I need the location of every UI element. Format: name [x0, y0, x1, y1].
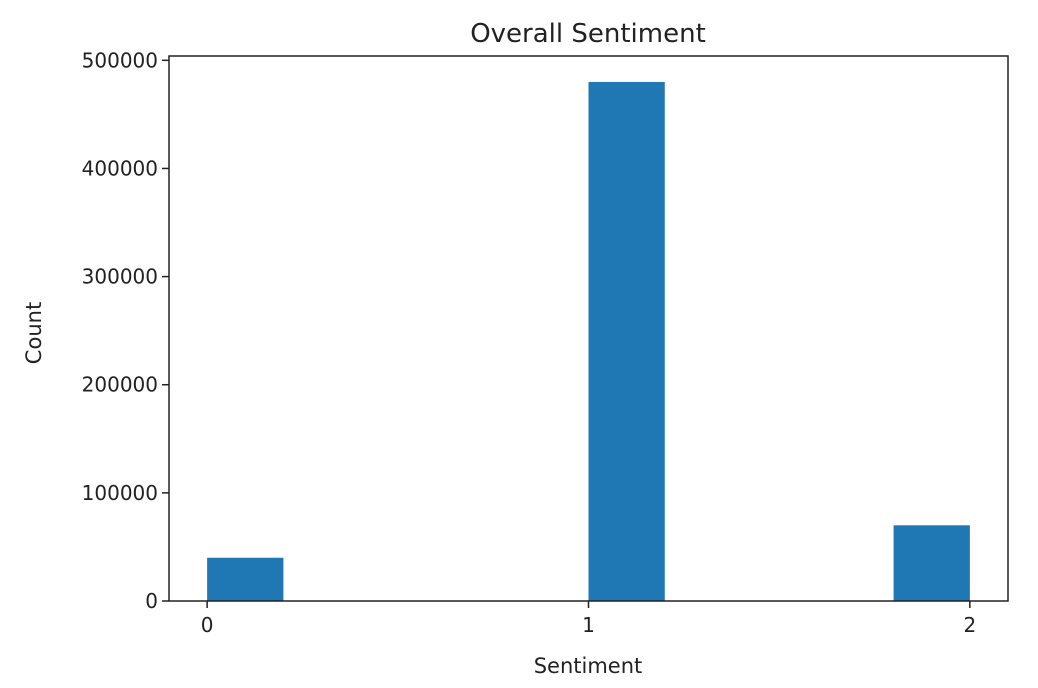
x-tick-label-0: 0 [201, 613, 214, 637]
histogram-bar-2 [893, 525, 970, 601]
y-tick-label-3: 300000 [82, 265, 158, 289]
y-tick-label-1: 100000 [82, 481, 158, 505]
x-axis: 0 1 2 [201, 601, 976, 637]
y-tick-label-0: 0 [145, 589, 158, 613]
y-tick-label-4: 400000 [82, 156, 158, 180]
bars-group [207, 81, 970, 601]
y-axis-title: Count [22, 302, 46, 364]
y-axis: 0 100000 200000 300000 400000 500000 [82, 48, 169, 613]
chart-title: Overall Sentiment [470, 19, 706, 49]
x-axis-title: Sentiment [534, 654, 643, 678]
x-tick-label-1: 1 [582, 613, 595, 637]
y-tick-label-2: 200000 [82, 373, 158, 397]
x-tick-label-2: 2 [963, 613, 976, 637]
y-tick-label-5: 500000 [82, 48, 158, 72]
histogram-bar-1 [588, 81, 665, 601]
histogram-bar-0 [207, 557, 284, 601]
